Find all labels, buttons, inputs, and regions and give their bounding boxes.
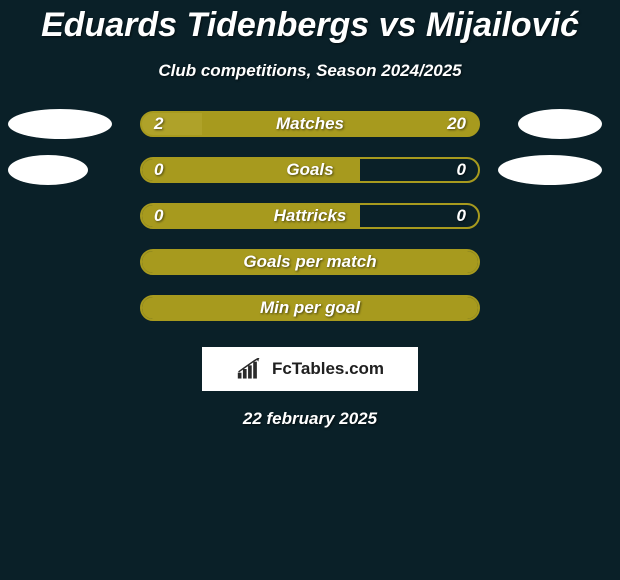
player-right-ellipse (498, 155, 602, 185)
stat-value-right: 0 (457, 159, 466, 181)
site-badge: FcTables.com (202, 347, 418, 391)
stat-value-right: 20 (447, 113, 466, 135)
stat-row: Goals0 0 (0, 155, 620, 201)
bar-chart-icon (236, 358, 266, 380)
stat-bar-track: Matches2 20 (140, 111, 480, 137)
stat-bar-track: Min per goal (140, 295, 480, 321)
stat-value-left: 2 (154, 113, 163, 135)
stat-value-left: 0 (154, 205, 163, 227)
stat-bar-track: Goals per match (140, 249, 480, 275)
stat-value-right: 0 (457, 205, 466, 227)
player-right-ellipse (518, 109, 602, 139)
stat-bar-label: Hattricks (142, 205, 478, 227)
stat-bar-track: Hattricks0 0 (140, 203, 480, 229)
player-left-ellipse (8, 155, 88, 185)
stat-value-left: 0 (154, 159, 163, 181)
site-badge-text: FcTables.com (272, 359, 384, 379)
page-subtitle: Club competitions, Season 2024/2025 (0, 61, 620, 81)
stat-bar-label: Min per goal (142, 297, 478, 319)
stat-bar-label: Goals (142, 159, 478, 181)
stat-row: Matches2 20 (0, 109, 620, 155)
stat-bar-track: Goals0 0 (140, 157, 480, 183)
stat-bar-label: Matches (142, 113, 478, 135)
page-title: Eduards Tidenbergs vs Mijailović (0, 0, 620, 45)
stat-row: Hattricks0 0 (0, 201, 620, 247)
player-left-ellipse (8, 109, 112, 139)
stat-bar-label: Goals per match (142, 251, 478, 273)
stat-row: Min per goal (0, 293, 620, 339)
stat-row: Goals per match (0, 247, 620, 293)
footer-date: 22 february 2025 (0, 409, 620, 429)
stats-rows: Matches220Goals00Hattricks00Goals per ma… (0, 109, 620, 339)
